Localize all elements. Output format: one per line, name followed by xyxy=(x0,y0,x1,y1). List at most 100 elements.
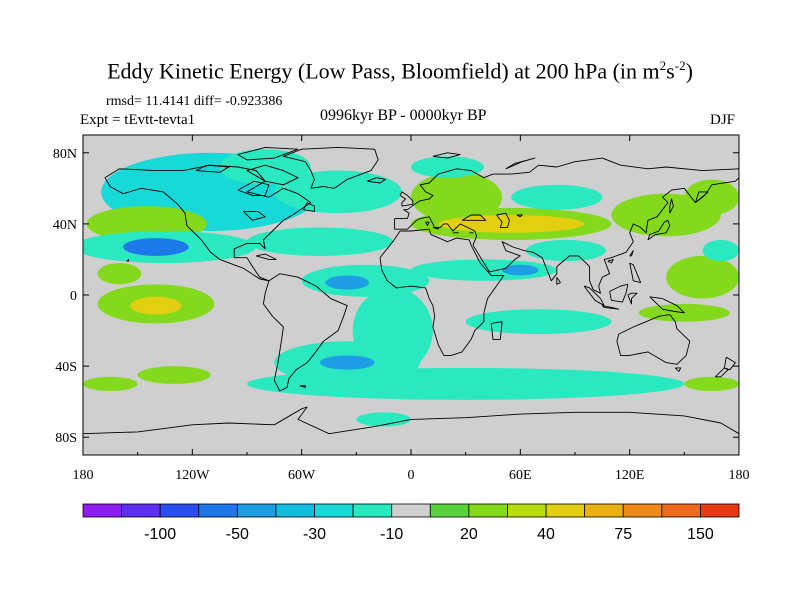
colorbar-label-6: 75 xyxy=(614,526,632,543)
coastline-sri-lanka xyxy=(556,276,561,285)
y-tick-label-1: 40N xyxy=(53,218,77,233)
coastline-kamchatka xyxy=(694,191,709,203)
coastline-greenland xyxy=(282,146,379,189)
coastline-new-zealand-south xyxy=(714,367,729,378)
anomaly-region-3 xyxy=(123,238,189,256)
coastline-sakhalin xyxy=(669,198,674,214)
x-tick-label-2: 60W xyxy=(288,468,316,483)
title-close: ) xyxy=(685,58,693,84)
anomaly-region-30 xyxy=(137,366,211,384)
colorbar-swatch-3 xyxy=(198,503,238,518)
anomaly-region-19 xyxy=(438,215,585,233)
coastline-madagascar xyxy=(490,321,503,340)
coastline-aral-sea xyxy=(516,214,523,218)
coastline-new-zealand xyxy=(723,356,736,371)
coastline-taiwan xyxy=(629,250,634,257)
anomaly-region-11 xyxy=(219,149,311,185)
anomaly-region-31 xyxy=(83,376,138,391)
period-label: 0996kyr BP - 0000kyr BP xyxy=(320,107,487,124)
coastline-sulawesi xyxy=(627,292,638,305)
colorbar-swatch-5 xyxy=(275,503,315,518)
coastline-japan xyxy=(647,219,671,241)
x-tick-label-5: 120E xyxy=(615,468,645,483)
coastline-sumatra xyxy=(583,285,605,307)
anomaly-region-9 xyxy=(325,275,370,290)
x-tick-label-4: 60E xyxy=(509,468,532,483)
coastline-ellesmere-island xyxy=(237,146,299,161)
x-tick-label-6: 180 xyxy=(729,468,750,483)
title-main: Eddy Kinetic Energy (Low Pass, Bloomfiel… xyxy=(107,58,660,84)
coastline-great-lakes xyxy=(243,210,266,221)
coastline-borneo xyxy=(609,283,629,303)
x-tick-label-3: 0 xyxy=(408,468,415,483)
colorbar-label-2: -30 xyxy=(303,526,326,543)
anomaly-region-14 xyxy=(319,355,375,370)
anomaly-region-27 xyxy=(666,255,739,299)
title-unit-s: s xyxy=(666,58,675,84)
coastline-black-sea xyxy=(461,214,487,221)
colorbar-swatch-9 xyxy=(429,503,470,518)
title-unit-sup1: 2 xyxy=(659,58,667,73)
colorbar-swatch-2 xyxy=(159,503,200,518)
y-axis: 80N 40N 0 40S 80S xyxy=(53,147,739,446)
colorbar-label-0: -100 xyxy=(144,526,176,543)
colorbar-swatch-11 xyxy=(507,503,547,518)
coastline-iceland xyxy=(367,177,386,184)
title-unit-sup2: -2 xyxy=(674,58,686,73)
chart-title: Eddy Kinetic Energy (Low Pass, Bloomfiel… xyxy=(0,58,800,84)
coastlines xyxy=(83,146,739,435)
y-tick-label-3: 40S xyxy=(55,360,77,375)
colorbar-label-5: 40 xyxy=(537,526,555,543)
coastline-hawaii xyxy=(126,258,130,262)
colorbar-swatch-15 xyxy=(661,503,701,518)
anomaly-region-7 xyxy=(247,227,393,256)
coastline-cuba xyxy=(255,253,277,260)
y-tick-label-2: 0 xyxy=(70,289,77,304)
colorbar-swatch-7 xyxy=(352,503,393,518)
coastline-hudson-bay xyxy=(237,180,270,196)
anomaly-region-6 xyxy=(130,296,182,315)
y-tick-label-0: 80N xyxy=(53,147,77,162)
colorbar-swatch-16 xyxy=(700,503,740,518)
colorbar-swatch-12 xyxy=(545,503,586,518)
coastline-novaya-zemlya xyxy=(505,157,536,170)
anomaly-region-17 xyxy=(411,156,484,178)
x-tick-label-1: 120W xyxy=(175,468,210,483)
coastline-java xyxy=(601,305,620,310)
colorbar-swatch-10 xyxy=(468,503,508,518)
anomaly-regions xyxy=(83,149,739,427)
coastline-newfoundland xyxy=(303,202,315,212)
anomaly-region-24 xyxy=(465,309,612,335)
coastline-new-guinea xyxy=(649,296,685,314)
coastline-victoria-island xyxy=(195,164,230,173)
colorbar-swatch-6 xyxy=(314,503,354,518)
colorbar-swatch-13 xyxy=(584,503,624,518)
y-tick-label-4: 80S xyxy=(55,431,77,446)
coastline-tasmania xyxy=(674,367,682,372)
anomaly-region-4 xyxy=(97,263,142,285)
coastline-sardinia xyxy=(425,221,430,227)
anomaly-region-22 xyxy=(525,239,606,262)
coastline-uk xyxy=(399,191,414,207)
coastline-north-america xyxy=(104,164,312,282)
coastline-svalbard xyxy=(432,152,461,159)
coastline-sicily xyxy=(432,226,439,230)
colorbar-label-1: -50 xyxy=(226,526,249,543)
coastline-philippines xyxy=(629,262,642,284)
colorbar-swatch-0 xyxy=(82,503,122,518)
coastline-africa xyxy=(379,228,505,356)
coastline-antarctica xyxy=(83,406,739,435)
coastline-south-america xyxy=(262,273,348,392)
anomaly-region-26 xyxy=(684,179,739,215)
anomaly-region-15 xyxy=(246,367,685,400)
anomaly-region-21 xyxy=(502,264,539,276)
colorbar-swatch-8 xyxy=(391,503,431,518)
anomaly-region-33 xyxy=(356,412,411,427)
coastline-falklands xyxy=(299,385,306,388)
season-label: DJF xyxy=(710,112,736,128)
coastline-baffin-island xyxy=(246,164,299,186)
anomaly-region-32 xyxy=(684,376,739,391)
x-tick-label-0: 180 xyxy=(73,468,94,483)
colorbar-swatch-14 xyxy=(622,503,663,518)
coastline-hainan xyxy=(607,258,614,264)
